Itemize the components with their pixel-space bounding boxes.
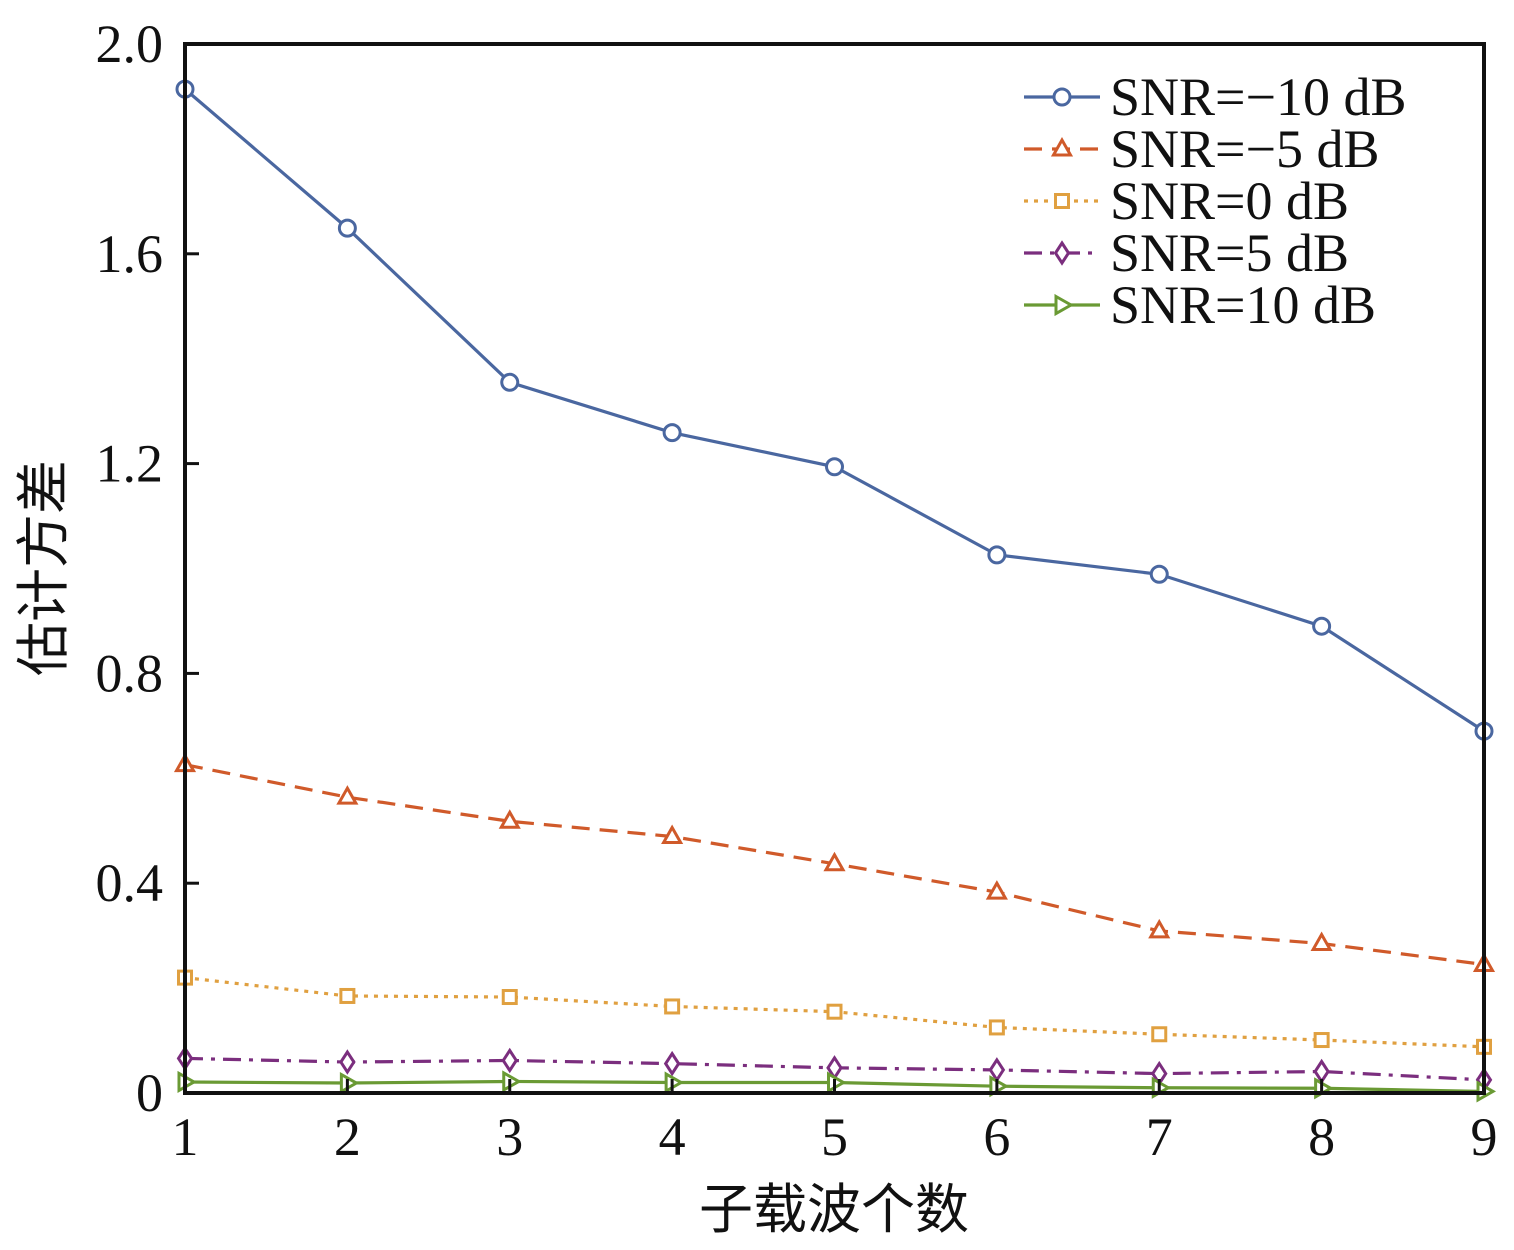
- series-1: [175, 79, 1494, 741]
- legend-swatch-marker: [1053, 240, 1071, 266]
- data-point: [661, 824, 684, 845]
- x-axis-label: 子载波个数: [699, 1180, 969, 1240]
- y-tick-label: 1.6: [96, 224, 164, 284]
- legend-label: SNR=−10 dB: [1110, 67, 1406, 127]
- legend-item: SNR=0 dB: [1024, 171, 1349, 231]
- legend-item: SNR=−10 dB: [1024, 67, 1406, 127]
- legend-swatch-marker: [1050, 136, 1074, 157]
- data-point: [826, 1003, 843, 1020]
- y-tick-label: 0.4: [96, 853, 164, 913]
- x-tick-label: 4: [659, 1107, 686, 1167]
- series-2: [173, 752, 1496, 972]
- data-point: [501, 989, 518, 1006]
- x-tick-label: 8: [1308, 1107, 1335, 1167]
- data-point: [823, 851, 846, 872]
- legend-item: SNR=5 dB: [1024, 223, 1349, 283]
- plot-frame: [183, 42, 1486, 1095]
- data-point: [662, 423, 682, 443]
- data-point: [1312, 616, 1332, 636]
- x-tick-label: 3: [496, 1107, 523, 1167]
- legend-swatch-marker: [1052, 87, 1072, 107]
- data-point: [500, 372, 520, 392]
- y-tick-label: 1.2: [96, 434, 164, 494]
- legend-label: SNR=5 dB: [1110, 223, 1349, 283]
- data-point: [337, 218, 357, 238]
- legend-label: SNR=−5 dB: [1110, 119, 1379, 179]
- series-3: [177, 969, 1492, 1055]
- data-point: [1148, 918, 1171, 939]
- legend-item: SNR=10 dB: [1024, 275, 1376, 335]
- x-tick-label: 1: [172, 1107, 199, 1167]
- data-point: [663, 1050, 681, 1077]
- x-tick-label: 9: [1471, 1107, 1498, 1167]
- data-point: [1151, 1026, 1168, 1043]
- data-point: [985, 880, 1008, 900]
- y-tick-label: 0.8: [96, 643, 164, 703]
- data-point: [498, 809, 521, 829]
- data-point: [1313, 1032, 1330, 1049]
- x-tick-label: 5: [821, 1107, 848, 1167]
- data-point: [825, 457, 844, 477]
- x-tick-label: 7: [1146, 1107, 1173, 1167]
- data-point: [1310, 931, 1333, 952]
- data-point: [1149, 564, 1169, 584]
- data-point: [664, 998, 681, 1015]
- data-point: [988, 1019, 1005, 1036]
- y-tick-label: 2.0: [96, 14, 164, 74]
- data-point: [987, 545, 1007, 565]
- legend-label: SNR=0 dB: [1110, 171, 1349, 231]
- x-tick-label: 6: [983, 1107, 1010, 1167]
- x-tick-label: 2: [334, 1107, 361, 1167]
- data-point: [339, 1049, 356, 1075]
- y-axis-label: 估计方差: [14, 460, 74, 676]
- data-point: [501, 1047, 519, 1074]
- data-point: [1313, 1058, 1330, 1085]
- legend-swatch-marker: [1054, 193, 1070, 209]
- legend-swatch-marker: [1054, 293, 1075, 317]
- legend-item: SNR=−5 dB: [1024, 119, 1379, 179]
- data-point: [336, 785, 359, 805]
- legend-label: SNR=10 dB: [1110, 275, 1376, 335]
- y-tick-label: 0: [136, 1063, 163, 1123]
- data-point: [339, 987, 356, 1004]
